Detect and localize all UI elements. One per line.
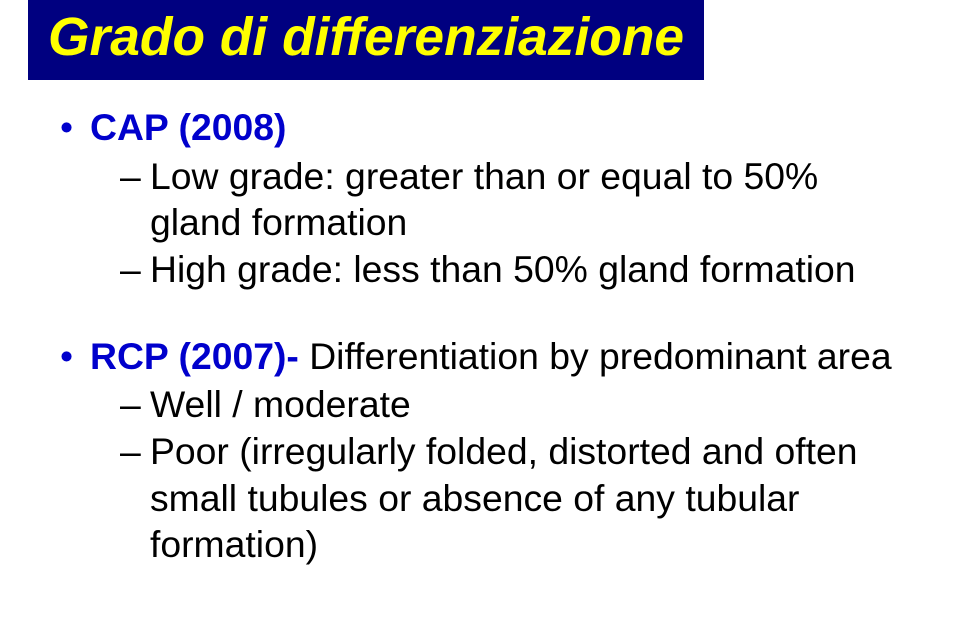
section-1-item-1-text: Low grade: greater than or equal to 50% … [150, 155, 818, 244]
slide: Grado di differenziazione CAP (2008) Low… [0, 0, 959, 636]
section-1-items: Low grade: greater than or equal to 50% … [120, 153, 919, 293]
section-2-heading: RCP (2007)- [90, 335, 299, 377]
section-1-heading: CAP (2008) [90, 106, 286, 148]
slide-title: Grado di differenziazione [48, 8, 684, 67]
slide-content: CAP (2008) Low grade: greater than or eq… [0, 80, 959, 568]
section-1-item-2-text: High grade: less than 50% gland formatio… [150, 248, 856, 290]
section-2-heading-suffix: Differentiation by predominant area [299, 335, 892, 377]
section-2-items: Well / moderate Poor (irregularly folded… [120, 381, 919, 568]
section-2-item-2-text: Poor (irregularly folded, distorted and … [150, 430, 858, 565]
section-2-item-2: Poor (irregularly folded, distorted and … [120, 428, 919, 568]
section-2-item-1-text: Well / moderate [150, 383, 411, 425]
section-1-item-1: Low grade: greater than or equal to 50% … [120, 153, 919, 246]
section-1-item-2: High grade: less than 50% gland formatio… [120, 246, 919, 293]
section-1: CAP (2008) Low grade: greater than or eq… [60, 104, 919, 293]
bullet-list: CAP (2008) Low grade: greater than or eq… [60, 104, 919, 568]
section-2: RCP (2007)- Differentiation by predomina… [60, 333, 919, 568]
section-2-item-1: Well / moderate [120, 381, 919, 428]
slide-title-box: Grado di differenziazione [28, 0, 704, 80]
